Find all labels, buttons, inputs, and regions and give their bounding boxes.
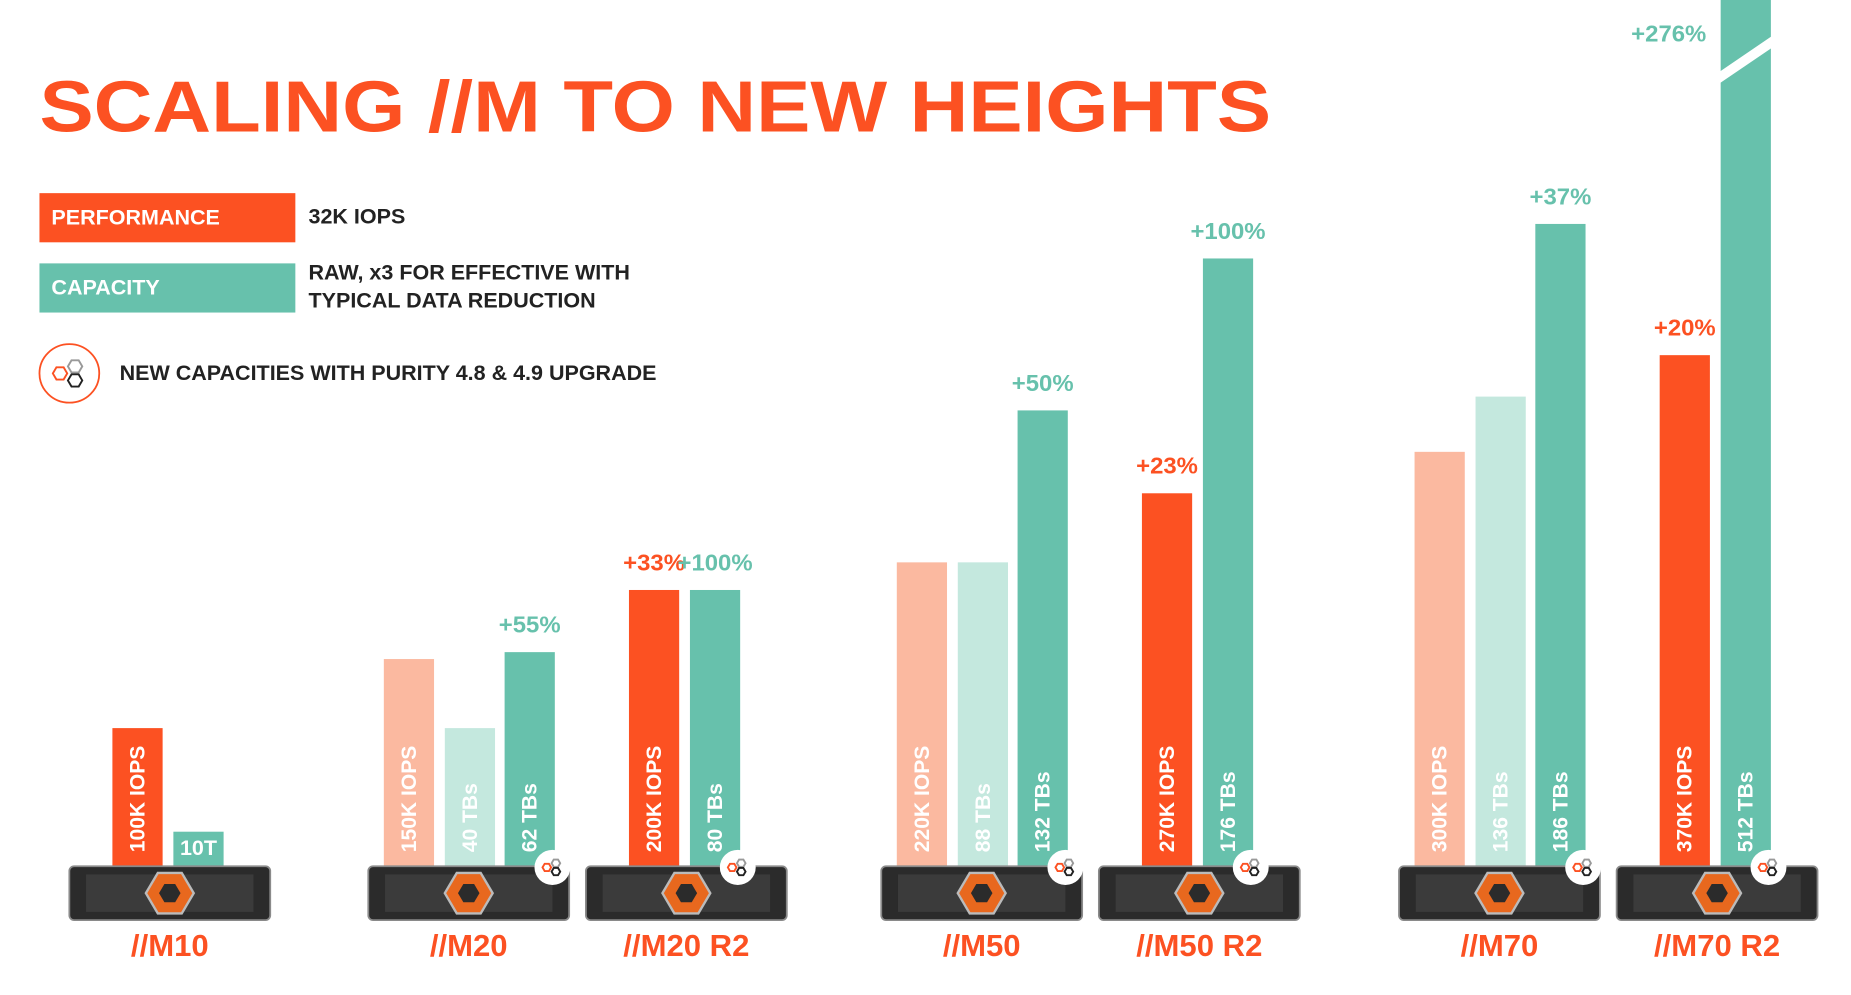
group-label: //M70 xyxy=(1461,929,1539,964)
bar xyxy=(1202,258,1254,867)
chart-title: SCALING //M TO NEW HEIGHTS xyxy=(39,66,1271,147)
bar-label: 270K IOPS xyxy=(1155,746,1179,853)
group-label: //M50 xyxy=(943,929,1021,964)
purity-hex xyxy=(1063,867,1075,877)
purity-icon xyxy=(534,849,571,885)
purity-icon xyxy=(1565,849,1602,885)
purity-hex xyxy=(735,858,747,868)
change-label: +37% xyxy=(1530,185,1592,211)
purity-icon xyxy=(719,849,756,885)
change-label: +55% xyxy=(499,613,561,639)
group-label: //M20 xyxy=(430,929,508,964)
bar-label: 150K IOPS xyxy=(397,746,421,853)
purity-icon xyxy=(1047,849,1084,885)
purity-hex xyxy=(51,366,69,381)
purity-icon xyxy=(38,343,101,404)
bar-label: 62 TBs xyxy=(517,783,541,852)
bar-label: 132 TBs xyxy=(1030,771,1054,852)
bar xyxy=(628,589,680,867)
chassis-logo-inner xyxy=(1706,884,1728,903)
bar xyxy=(112,728,163,867)
purity-icon xyxy=(1750,849,1787,885)
bar xyxy=(1659,355,1710,867)
purity-hex xyxy=(66,359,84,374)
change-label: +50% xyxy=(1012,371,1074,397)
bar-label: 80 TBs xyxy=(703,783,727,852)
bar xyxy=(1475,396,1526,867)
bar-label: 10T xyxy=(180,836,217,860)
group-label: //M20 R2 xyxy=(623,929,749,964)
legend-description: 32K IOPS xyxy=(309,204,406,228)
bar-label: 100K IOPS xyxy=(125,746,149,853)
bar-label: 200K IOPS xyxy=(642,746,666,853)
chassis-logo-inner xyxy=(1188,884,1211,903)
purity-hex xyxy=(550,867,562,877)
chassis-logo-inner xyxy=(675,884,698,903)
change-label: +20% xyxy=(1654,316,1716,342)
bar-label: 176 TBs xyxy=(1216,771,1240,852)
purity-hex xyxy=(1572,862,1583,872)
purity-icon xyxy=(1232,849,1269,885)
bar xyxy=(689,589,741,867)
bar xyxy=(957,562,1009,867)
bar xyxy=(444,728,496,867)
purity-hex xyxy=(1766,858,1778,868)
bar-label: 186 TBs xyxy=(1548,771,1572,852)
bar xyxy=(173,831,224,867)
legend-swatch xyxy=(39,193,296,243)
bar-label: 300K IOPS xyxy=(1427,746,1451,853)
change-label: +276% xyxy=(1631,22,1706,48)
purity-hex xyxy=(1248,867,1260,877)
change-label: +100% xyxy=(677,551,752,577)
bar xyxy=(1017,410,1068,867)
bar xyxy=(383,659,435,867)
purity-hex xyxy=(1766,867,1778,877)
note: NEW CAPACITIES WITH PURITY 4.8 & 4.9 UPG… xyxy=(120,361,657,385)
bar xyxy=(1720,0,1771,867)
purity-hex xyxy=(541,862,553,872)
bar xyxy=(896,562,948,867)
bar-label: 370K IOPS xyxy=(1672,746,1696,853)
change-label: +33% xyxy=(623,551,685,577)
purity-hex xyxy=(1063,858,1075,868)
purity-hex xyxy=(1054,862,1066,872)
bar-label: 220K IOPS xyxy=(910,746,934,853)
legend-description: RAW, x3 FOR EFFECTIVE WITH xyxy=(309,261,630,285)
purity-hex xyxy=(1239,862,1251,872)
chassis-logo-inner xyxy=(1488,884,1511,903)
group-label: //M70 R2 xyxy=(1654,929,1780,964)
legend-swatch xyxy=(39,263,296,313)
bar-label: 88 TBs xyxy=(971,783,995,852)
purity-hex xyxy=(1248,858,1260,868)
legend-description: TYPICAL DATA REDUCTION xyxy=(309,289,596,313)
purity-hex xyxy=(550,858,562,868)
bar xyxy=(1414,451,1465,867)
chassis-logo-inner xyxy=(159,884,181,903)
bar-label: 136 TBs xyxy=(1488,771,1512,852)
purity-hex xyxy=(66,373,84,388)
legend-label: CAPACITY xyxy=(51,276,159,300)
legend-label: PERFORMANCE xyxy=(51,206,219,230)
bar-label: 512 TBs xyxy=(1733,771,1757,852)
axis-break xyxy=(1718,35,1774,85)
change-label: +23% xyxy=(1136,454,1198,480)
bar-label: 40 TBs xyxy=(458,783,482,852)
bar xyxy=(504,652,555,867)
bar xyxy=(1141,493,1193,867)
chassis-logo-inner xyxy=(457,884,480,903)
change-label: +100% xyxy=(1190,219,1265,245)
purity-hex xyxy=(1581,858,1593,868)
purity-hex xyxy=(726,862,738,872)
bar xyxy=(1535,223,1586,867)
group-label: //M50 R2 xyxy=(1136,929,1262,964)
purity-hex xyxy=(1757,862,1769,872)
purity-hex xyxy=(1581,867,1593,877)
purity-hex xyxy=(735,867,747,877)
group-label: //M10 xyxy=(131,929,209,964)
chassis-logo-inner xyxy=(970,884,993,903)
